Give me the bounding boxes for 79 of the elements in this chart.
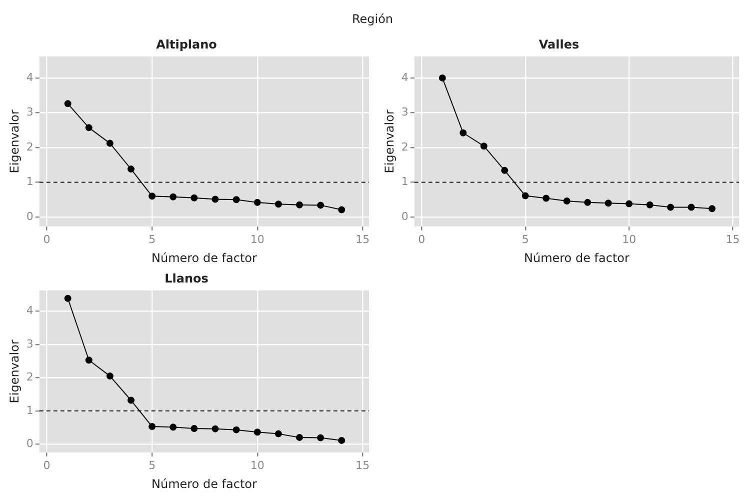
point <box>170 193 177 200</box>
x-axis-title: Número de factor <box>151 250 257 265</box>
x-tick-label: 0 <box>43 458 50 472</box>
y-tick-label: 1 <box>26 175 34 188</box>
y-tick-label: 3 <box>26 337 34 350</box>
y-tick-label: 4 <box>26 304 34 318</box>
point <box>317 202 324 209</box>
point <box>584 198 592 206</box>
point <box>338 436 346 444</box>
point <box>296 201 303 208</box>
point <box>667 204 674 211</box>
point <box>317 434 324 442</box>
y-tick-label: 2 <box>26 140 34 154</box>
point <box>148 423 156 430</box>
x-axis-title: Número de factor <box>151 476 257 491</box>
point <box>604 200 612 207</box>
x-tick-label: 5 <box>148 232 156 246</box>
point <box>170 424 177 431</box>
point <box>212 196 219 203</box>
y-axis-title: Eigenvalor <box>7 110 22 174</box>
x-tick-label: 15 <box>726 232 740 246</box>
point <box>460 129 467 136</box>
x-tick-label: 0 <box>418 232 426 246</box>
point <box>254 198 261 206</box>
point <box>128 166 135 173</box>
x-tick-label: 5 <box>522 232 529 246</box>
y-tick-label: 3 <box>401 106 408 119</box>
text: Región <box>350 12 394 26</box>
x-tick-label: 5 <box>148 458 156 472</box>
point <box>338 206 346 214</box>
y-tick-label: 1 <box>26 404 34 417</box>
x-tick-label: 15 <box>356 232 370 246</box>
x-tick-label: 10 <box>250 458 264 472</box>
point <box>480 142 488 150</box>
point <box>274 430 282 438</box>
chart-title: Llanos <box>164 271 208 286</box>
point <box>522 192 529 200</box>
y-tick-label: 0 <box>26 210 34 223</box>
point <box>438 74 446 82</box>
point <box>232 426 240 434</box>
point <box>190 425 198 432</box>
point <box>501 166 508 174</box>
point <box>106 372 114 380</box>
point <box>646 201 654 208</box>
point <box>563 198 570 205</box>
y-tick-label: 3 <box>26 106 34 119</box>
point <box>688 204 695 211</box>
point <box>64 294 72 302</box>
point <box>128 396 135 404</box>
chart-title: Valles <box>538 37 580 52</box>
y-axis-title: Eigenvalor <box>382 110 396 174</box>
point <box>106 140 114 147</box>
y-tick-label: 0 <box>26 436 34 450</box>
x-tick-label: 10 <box>250 232 264 246</box>
x-axis-title: Número de factor <box>524 250 630 265</box>
point <box>232 196 240 204</box>
chart-title: Altiplano <box>156 37 217 52</box>
y-tick-label: 1 <box>401 175 408 188</box>
point <box>626 200 633 208</box>
point <box>708 205 716 212</box>
x-tick-label: 15 <box>356 458 370 472</box>
point <box>85 124 92 132</box>
point <box>542 194 550 202</box>
y-tick-label: 0 <box>401 210 408 223</box>
y-axis-title: Eigenvalor <box>7 340 22 404</box>
x-tick-label: 10 <box>622 232 636 246</box>
y-tick-label: 2 <box>401 140 408 154</box>
point <box>148 192 156 200</box>
y-tick-label: 2 <box>26 370 34 384</box>
point <box>274 200 282 208</box>
y-tick-label: 4 <box>26 70 34 84</box>
point <box>254 428 261 436</box>
point <box>85 356 92 364</box>
point <box>212 425 219 432</box>
point <box>64 100 72 108</box>
y-tick-label: 4 <box>401 70 408 84</box>
x-tick-label: 0 <box>43 232 50 246</box>
point <box>190 194 198 202</box>
point <box>296 434 303 441</box>
